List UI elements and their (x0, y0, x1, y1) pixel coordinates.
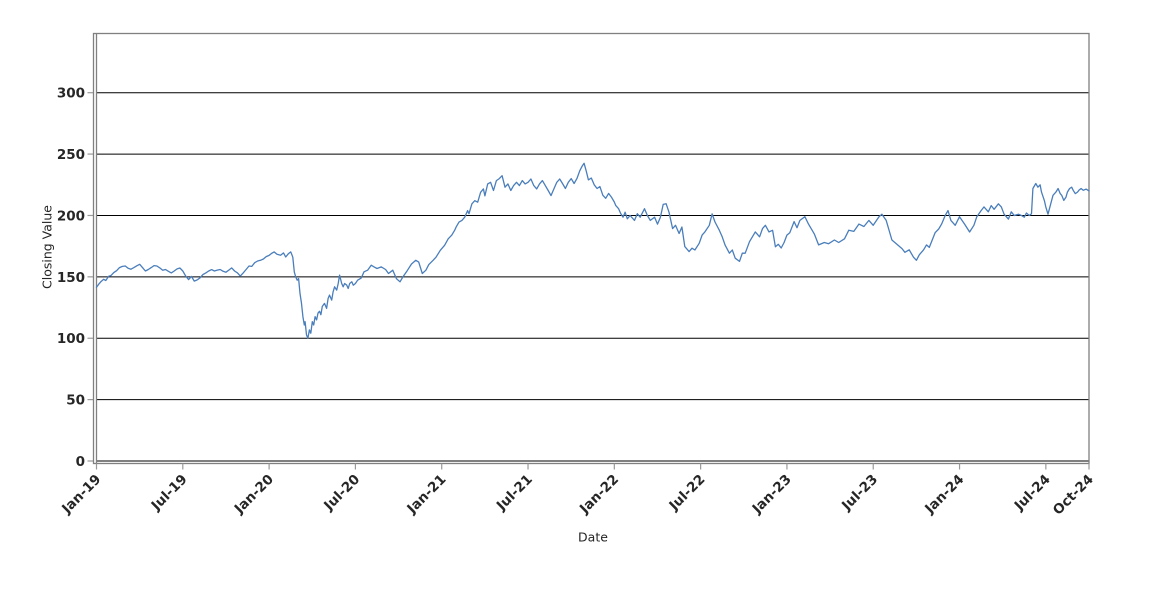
x-tick-label: Jan-21 (403, 472, 449, 518)
y-tick-label: 250 (57, 147, 85, 163)
y-axis-title: Closing Value (39, 205, 55, 289)
x-tick-label: Jul-23 (838, 472, 881, 515)
y-tick-label: 100 (57, 331, 85, 347)
closing-value-series-line (95, 162, 1090, 339)
x-tick-label: Jul-21 (493, 472, 536, 515)
y-tick-label: 300 (57, 86, 85, 102)
x-tick-label: Jan-20 (231, 472, 277, 518)
y-tick-label: 150 (57, 270, 85, 286)
x-tick-label: Jul-19 (148, 472, 191, 515)
x-tick-label: Jan-23 (749, 472, 795, 518)
y-tick-label: 200 (57, 208, 85, 224)
y-tick-label: 0 (76, 454, 85, 470)
x-tick-label: Jan-22 (576, 472, 622, 518)
y-tick-label: 50 (66, 393, 85, 409)
x-tick-label: Oct-24 (1050, 472, 1097, 519)
x-axis-title: Date (578, 529, 608, 545)
x-tick-label: Jul-20 (320, 472, 363, 515)
x-tick-label: Jan-19 (58, 472, 104, 518)
x-tick-label: Jan-24 (921, 472, 967, 518)
x-tick-label: Jul-22 (666, 472, 709, 515)
x-tick-label: Jul-24 (1011, 472, 1054, 515)
plot-frame (92, 32, 1090, 465)
